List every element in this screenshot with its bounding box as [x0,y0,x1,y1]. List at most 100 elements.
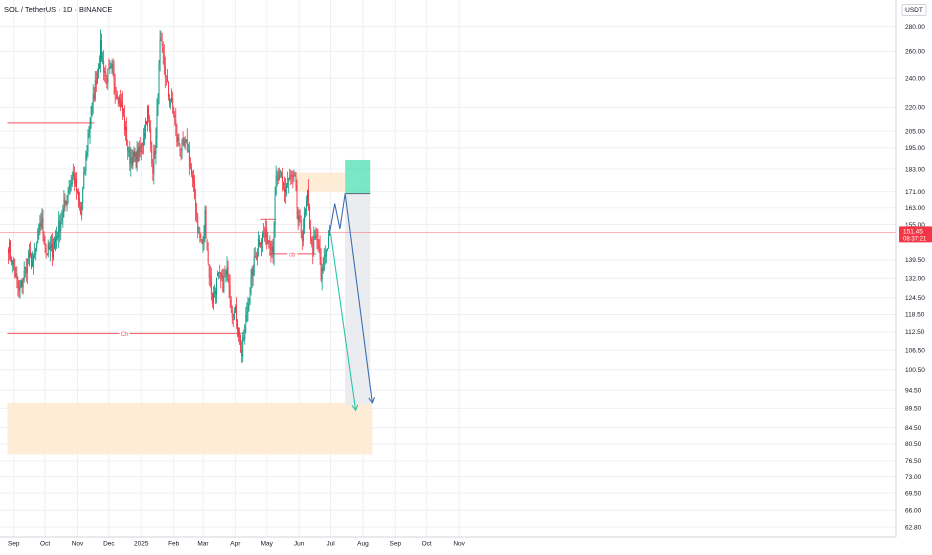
candle-body [108,67,110,69]
candle-body [174,114,176,118]
candle-body [130,157,132,165]
candle-body [79,199,81,207]
candle-body [150,128,152,145]
y-tick-label: 80.50 [905,441,922,448]
candle-body [81,202,83,215]
y-tick-label: 89.50 [905,406,922,413]
candle-body [77,191,78,192]
candle-body [32,262,33,267]
candle-body [279,170,281,173]
candle-body [85,152,87,171]
candle-body [288,179,290,182]
candle-body [284,187,285,193]
y-tick-label: 62.80 [905,524,922,531]
candle-body [189,165,191,168]
candle-body [26,259,28,274]
x-tick-label: Feb [168,541,180,548]
candle-body [200,239,202,241]
y-tick-label: 240.00 [905,76,925,83]
candle-body [309,206,311,229]
candle-body [105,71,107,77]
zone-supply [294,172,346,192]
candle-body [54,241,55,250]
candle-body [307,190,308,201]
candle-body [37,230,39,243]
candle-body [211,293,213,304]
y-tick-label: 106.50 [905,347,925,354]
candle-body [325,250,327,257]
candle-body [114,83,116,93]
candles [8,29,330,364]
candle-body [310,228,312,241]
candle-body [115,91,117,93]
candle-body [204,209,206,232]
y-tick-label: 84.50 [905,425,922,432]
candle-body [161,41,163,47]
candle-body [83,172,85,189]
candle-body [227,267,229,279]
candle-body [321,267,323,280]
y-tick-label: 139.50 [905,257,925,264]
zone-target_demand [7,402,373,455]
symbol-title: SOL / TetherUS · 1D · BINANCE [4,5,113,14]
candle-body [182,139,184,140]
candle-body [291,175,293,178]
candle-body [272,246,274,254]
price-axis-bg [896,0,932,550]
candle-body [261,241,262,245]
candle-body [147,105,149,126]
candle-body [240,334,242,352]
candle-body [157,99,159,109]
candle-body [233,311,235,319]
candle-body [87,138,89,152]
candle-body [193,177,195,183]
candle-body [216,277,218,296]
candle-body [35,248,37,255]
candle-body [219,271,221,274]
candle-body [176,125,178,143]
candle-body [133,151,135,158]
candle-body [271,246,273,251]
candle-body [72,172,74,177]
y-tick-label: 76.50 [905,458,922,465]
candle-body [19,287,21,290]
candle-body [297,209,299,221]
candle-body [126,126,128,146]
currency-button[interactable] [901,4,927,16]
candle-body [151,143,153,164]
candle-body [42,217,44,235]
candle-body [47,243,49,256]
candle-body [234,307,236,313]
candle-body [138,146,140,162]
candle-body [70,183,72,186]
candle-body [201,240,203,244]
candle-body [241,350,243,356]
candle-body [290,175,292,177]
candle-body [67,194,69,195]
candle-body [31,254,32,268]
candle-body [51,243,53,257]
candle-body [60,222,62,232]
candle-body [299,215,301,219]
y-tick-label: 73.00 [905,474,922,481]
candle-body [8,249,9,254]
candle-body [277,176,279,181]
candle-body [91,102,93,116]
candle-body [286,185,288,188]
candle-body [111,64,113,67]
candle-body [132,151,134,166]
candle-body [329,232,330,236]
candle-body [226,266,228,274]
candle-body [48,243,50,250]
candle-body [222,275,224,292]
candle-body [12,260,14,265]
candle-body [159,39,161,63]
candle-body [113,70,115,84]
level-line-label-bg [287,249,298,258]
candle-body [273,229,275,255]
candle-body [28,252,30,258]
candle-body [178,137,180,144]
y-tick-label: 183.00 [905,166,925,173]
